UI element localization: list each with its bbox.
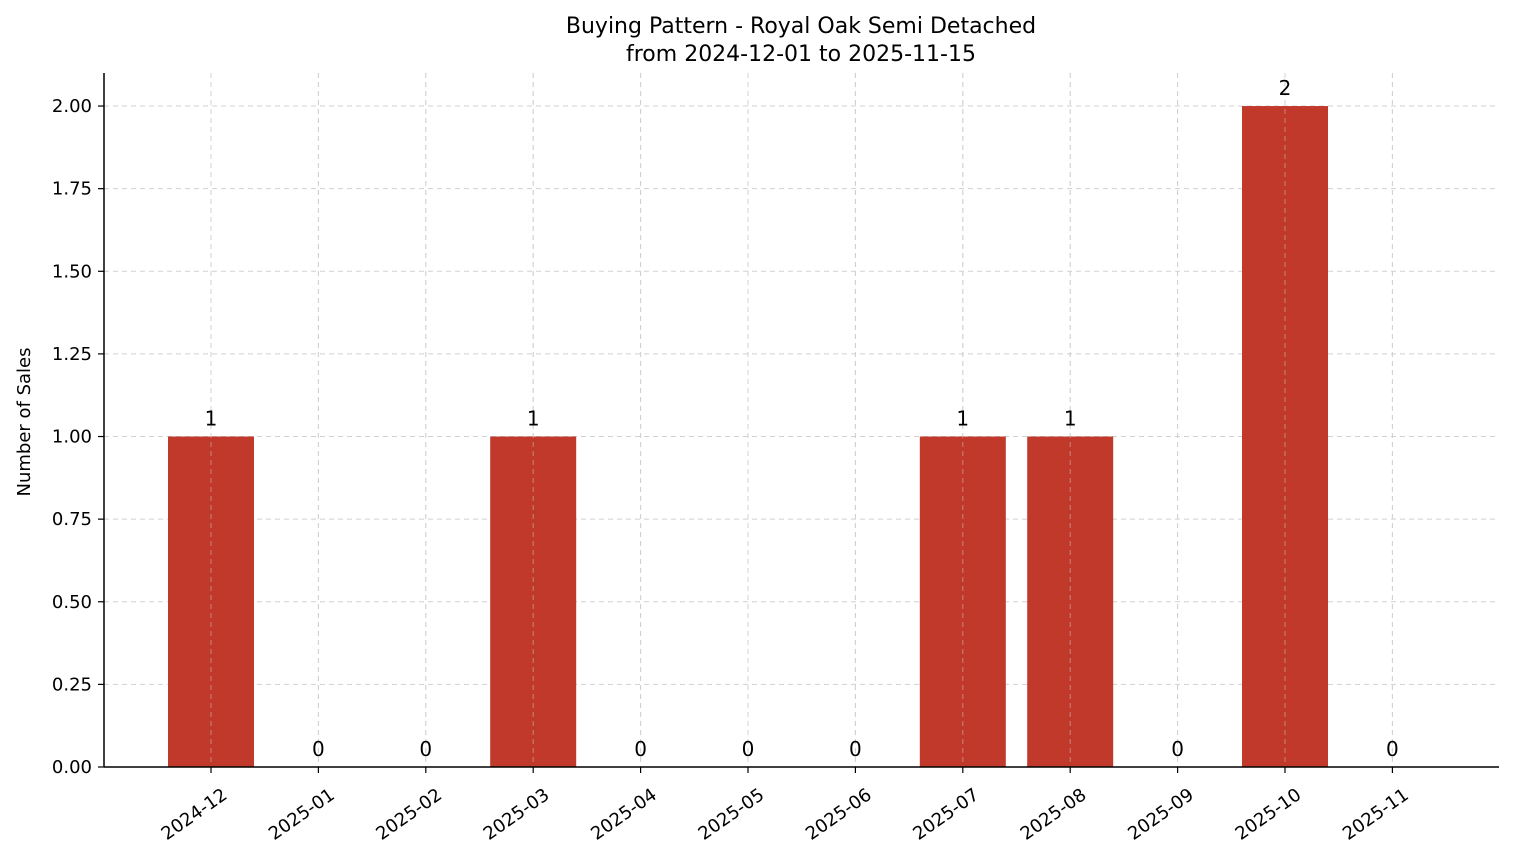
y-tick-label: 1.00 [52,427,92,448]
x-tick-label: 2025-02 [372,784,446,844]
bar-value-label: 2 [1279,76,1292,100]
y-tick-label: 1.75 [52,179,92,200]
x-tick-label: 2025-10 [1232,784,1306,844]
bar-value-label: 1 [956,407,969,431]
bar-value-label: 0 [849,737,862,761]
bar-value-label: 0 [1386,737,1399,761]
bar-value-label: 0 [419,737,432,761]
y-tick-label: 1.50 [52,261,92,282]
bar [1027,436,1114,767]
bar-value-label: 0 [312,737,325,761]
bar [490,436,577,767]
data-labels: 1 0 0 1 0 0 0 1 1 0 2 0 [205,76,1399,761]
bar-value-label: 1 [527,407,540,431]
bar [919,436,1006,767]
y-tick-label: 1.25 [52,344,92,365]
bar-value-label: 0 [634,737,647,761]
y-tick-label: 2.00 [52,96,92,117]
y-tick-label: 0.75 [52,509,92,530]
y-ticks: 0.00 0.25 0.50 0.75 1.00 1.25 1.50 1.75 2.00 [52,96,104,778]
y-tick-label: 0.25 [52,674,92,695]
x-ticks: 2024-12 2025-01 2025-02 2025-03 2025-04 2025-… [158,767,1413,845]
x-tick-label: 2025-01 [265,784,339,844]
bar [168,436,254,767]
y-axis-label: Number of Sales [14,347,35,496]
x-tick-label: 2025-05 [695,784,769,844]
x-tick-label: 2024-12 [158,784,232,844]
x-tick-label: 2025-09 [1124,784,1198,844]
x-tick-label: 2025-04 [587,784,661,844]
x-tick-label: 2025-03 [480,784,554,844]
bar-value-label: 1 [1064,407,1077,431]
x-tick-label: 2025-07 [909,784,983,844]
chart-subtitle: from 2024-12-01 to 2025-11-15 [626,42,976,67]
bar-value-label: 0 [1171,737,1184,761]
bars [168,73,1393,768]
x-tick-label: 2025-08 [1017,784,1091,844]
bar-value-label: 1 [205,407,218,431]
y-tick-label: 0.00 [52,757,92,778]
x-tick-label: 2025-06 [802,784,876,844]
y-tick-label: 0.50 [52,592,92,613]
bar-value-label: 0 [742,737,755,761]
chart-title: Buying Pattern - Royal Oak Semi Detached [566,14,1036,39]
x-tick-label: 2025-11 [1339,784,1413,844]
